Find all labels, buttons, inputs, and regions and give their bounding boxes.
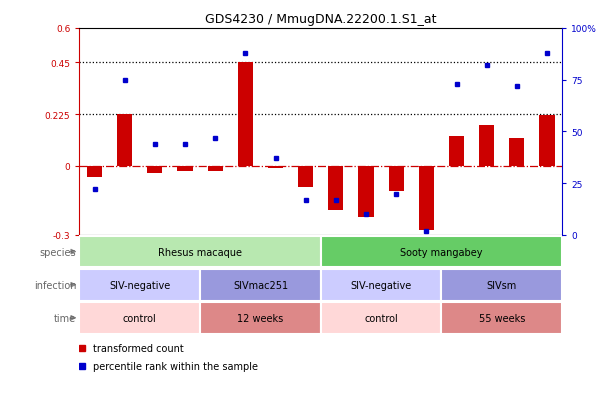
- Text: 12 weeks: 12 weeks: [237, 313, 284, 323]
- Bar: [208, 166, 223, 171]
- Bar: [389, 166, 404, 192]
- Bar: [200, 302, 321, 334]
- Bar: [298, 166, 313, 187]
- Text: percentile rank within the sample: percentile rank within the sample: [93, 361, 258, 372]
- Text: SIV-negative: SIV-negative: [109, 280, 170, 290]
- Bar: [268, 166, 283, 169]
- Bar: [117, 115, 132, 166]
- Text: Sooty mangabey: Sooty mangabey: [400, 247, 483, 257]
- Bar: [177, 166, 192, 171]
- Bar: [321, 302, 442, 334]
- Bar: [79, 302, 200, 334]
- Bar: [321, 269, 442, 301]
- Bar: [540, 116, 555, 166]
- Text: SIV-negative: SIV-negative: [351, 280, 412, 290]
- Bar: [479, 125, 494, 166]
- Text: transformed count: transformed count: [93, 343, 184, 353]
- Bar: [442, 302, 562, 334]
- Bar: [87, 166, 102, 178]
- Bar: [79, 236, 321, 268]
- Text: SIVsm: SIVsm: [486, 280, 517, 290]
- Bar: [449, 137, 464, 166]
- Text: SIVmac251: SIVmac251: [233, 280, 288, 290]
- Text: time: time: [54, 313, 76, 323]
- Text: 55 weeks: 55 weeks: [478, 313, 525, 323]
- Text: control: control: [123, 313, 156, 323]
- Text: infection: infection: [34, 280, 76, 290]
- Bar: [359, 166, 373, 217]
- Bar: [238, 63, 253, 166]
- Text: species: species: [40, 247, 76, 257]
- Bar: [321, 236, 562, 268]
- Bar: [79, 269, 200, 301]
- Bar: [510, 139, 524, 166]
- Bar: [442, 269, 562, 301]
- Bar: [200, 269, 321, 301]
- Title: GDS4230 / MmugDNA.22200.1.S1_at: GDS4230 / MmugDNA.22200.1.S1_at: [205, 13, 436, 26]
- Text: Rhesus macaque: Rhesus macaque: [158, 247, 242, 257]
- Bar: [328, 166, 343, 210]
- Bar: [147, 166, 163, 173]
- Bar: [419, 166, 434, 231]
- Text: control: control: [364, 313, 398, 323]
